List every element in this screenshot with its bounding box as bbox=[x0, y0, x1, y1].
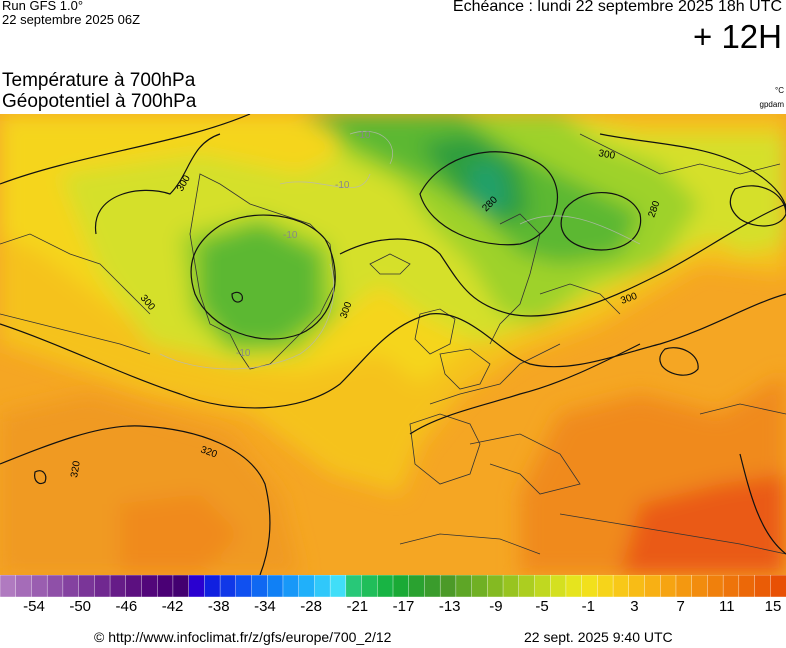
color-scale-swatch bbox=[660, 575, 677, 597]
color-scale-swatch bbox=[204, 575, 221, 597]
color-scale-swatch bbox=[707, 575, 724, 597]
color-scale-swatch bbox=[722, 575, 740, 597]
contour-label: 300 bbox=[597, 148, 616, 162]
color-scale-swatch bbox=[628, 575, 646, 597]
geopotential-contours bbox=[0, 114, 786, 575]
color-scale-swatch bbox=[502, 575, 520, 597]
color-scale-swatch bbox=[361, 575, 378, 597]
color-scale-swatch bbox=[0, 575, 17, 597]
color-scale-tick-label: 7 bbox=[676, 598, 685, 615]
color-scale-swatch bbox=[377, 575, 394, 597]
color-scale-swatch bbox=[550, 575, 567, 597]
coastlines bbox=[0, 133, 786, 555]
contour-label: -10 bbox=[335, 180, 350, 191]
color-scale-tick-label: -9 bbox=[489, 598, 503, 615]
color-scale-swatch bbox=[581, 575, 599, 597]
color-scale-tick-label: -5 bbox=[535, 598, 549, 615]
color-scale-swatch bbox=[188, 575, 206, 597]
color-scale-swatch bbox=[125, 575, 143, 597]
map-title-temperature: Température à 700hPa bbox=[2, 70, 196, 91]
temperature-field bbox=[0, 114, 786, 575]
color-scale-tick-label: 15 bbox=[764, 598, 782, 615]
unit-geopotential: gpdam bbox=[759, 100, 784, 109]
color-scale-tick-label: -38 bbox=[207, 598, 230, 615]
color-scale-swatch bbox=[329, 575, 347, 597]
footer-timestamp: 22 sept. 2025 9:40 UTC bbox=[524, 629, 673, 645]
color-scale-swatch bbox=[770, 575, 786, 597]
color-scale-swatch bbox=[46, 575, 64, 597]
color-scale-swatch bbox=[172, 575, 190, 597]
color-scale-bar bbox=[0, 575, 786, 597]
weather-map: 300 300 300 300 280 280 300 320 320 -10 … bbox=[0, 114, 786, 575]
color-scale-swatch bbox=[439, 575, 457, 597]
color-scale-swatch bbox=[644, 575, 661, 597]
map-title-geopotential: Géopotentiel à 700hPa bbox=[2, 91, 197, 112]
contour-label: -10 bbox=[283, 230, 298, 241]
run-label: Run GFS 1.0° bbox=[2, 0, 84, 13]
color-scale-swatch bbox=[565, 575, 583, 597]
color-scale-tick-label: -54 bbox=[23, 598, 45, 615]
run-date: 22 septembre 2025 06Z bbox=[2, 12, 141, 27]
color-scale-labels: -54 -50 -46 -42 -38 -34 -28 -21 -17 -13 -9 -5 -1 3 7 11… bbox=[0, 598, 786, 620]
color-scale-swatch bbox=[15, 575, 33, 597]
color-scale-swatch bbox=[345, 575, 363, 597]
contour-label: -10 bbox=[356, 130, 371, 141]
color-scale-swatch bbox=[62, 575, 80, 597]
color-scale-swatch bbox=[691, 575, 709, 597]
color-scale-swatch bbox=[31, 575, 48, 597]
color-scale-swatch bbox=[251, 575, 268, 597]
color-scale-tick-label: -1 bbox=[581, 598, 595, 615]
color-scale-swatch bbox=[141, 575, 158, 597]
color-scale-swatch bbox=[78, 575, 96, 597]
color-scale-tick-label: -50 bbox=[69, 598, 92, 615]
footer-url: © http://www.infoclimat.fr/z/gfs/europe/… bbox=[94, 629, 392, 645]
color-scale-swatch bbox=[282, 575, 300, 597]
contour-label: 320 bbox=[69, 460, 83, 479]
contour-label: -10 bbox=[236, 348, 251, 359]
color-scale-swatch bbox=[94, 575, 111, 597]
color-scale-swatch bbox=[109, 575, 127, 597]
color-scale-swatch bbox=[298, 575, 316, 597]
color-scale-swatch bbox=[675, 575, 693, 597]
lead-time: + 12H bbox=[693, 18, 782, 55]
color-scale-swatch bbox=[738, 575, 756, 597]
isotherms bbox=[159, 130, 641, 370]
color-scale-swatch bbox=[314, 575, 331, 597]
color-scale-swatch bbox=[424, 575, 441, 597]
color-scale-swatch bbox=[754, 575, 771, 597]
color-scale-swatch bbox=[597, 575, 614, 597]
color-scale-swatch bbox=[392, 575, 410, 597]
color-scale-tick-label: -28 bbox=[300, 598, 322, 615]
color-scale-tick-label: 11 bbox=[719, 598, 735, 615]
color-scale-swatch bbox=[534, 575, 551, 597]
color-scale-swatch bbox=[612, 575, 630, 597]
color-scale-swatch bbox=[408, 575, 426, 597]
color-scale-tick-label: -13 bbox=[438, 598, 461, 615]
color-scale-tick-label: -17 bbox=[392, 598, 415, 615]
color-scale-tick-label: -21 bbox=[346, 598, 369, 615]
color-scale-swatch bbox=[487, 575, 504, 597]
color-scale-swatch bbox=[219, 575, 237, 597]
color-scale-swatch bbox=[455, 575, 473, 597]
color-scale-swatch bbox=[156, 575, 174, 597]
color-scale-swatch bbox=[235, 575, 253, 597]
color-scale-swatch bbox=[471, 575, 489, 597]
color-scale-tick-label: 3 bbox=[630, 598, 639, 615]
valid-time: Echéance : lundi 22 septembre 2025 18h U… bbox=[452, 0, 782, 15]
color-scale-tick-label: -46 bbox=[115, 598, 138, 615]
color-scale-tick-label: -42 bbox=[161, 598, 184, 615]
unit-temperature: °C bbox=[775, 86, 784, 95]
color-scale-swatch bbox=[267, 575, 284, 597]
color-scale-tick-label: -34 bbox=[254, 598, 276, 615]
color-scale-swatch bbox=[518, 575, 536, 597]
